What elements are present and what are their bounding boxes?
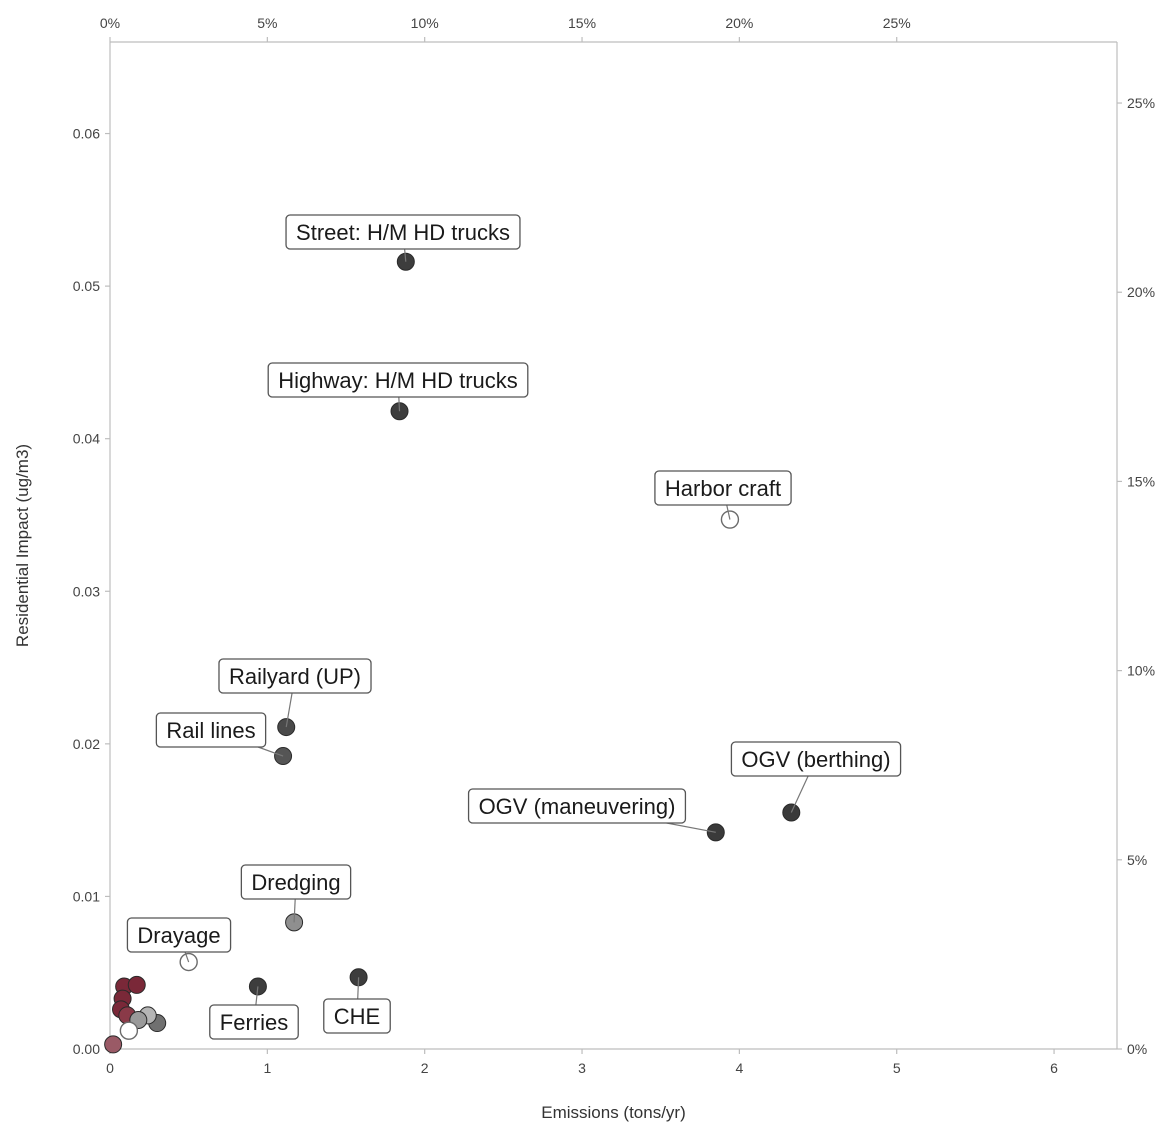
callout-leader-line: [255, 986, 259, 1006]
callout-leader-line: [285, 692, 293, 728]
top-percent-tick-label: 0%: [100, 15, 120, 31]
callout-box: [240, 864, 352, 900]
y-tick-label: 0.02: [73, 736, 100, 752]
callout-box: [155, 712, 267, 748]
x-tick-label: 2: [421, 1060, 429, 1076]
x-tick-label: 4: [735, 1060, 743, 1076]
point-label: Railyard (UP): [229, 664, 361, 689]
point-callout: OGV (berthing): [730, 741, 902, 813]
callout-leader-line: [184, 951, 190, 963]
point-callout: CHE: [323, 977, 391, 1034]
x-tick-label: 0: [106, 1060, 114, 1076]
callout-box: [267, 362, 529, 398]
callout-leader-line: [293, 898, 296, 923]
point-label: Drayage: [137, 923, 220, 948]
y-tick-label: 0.04: [73, 431, 100, 447]
callout-box: [209, 1004, 299, 1040]
point-callout: Drayage: [126, 917, 232, 963]
right-percent-tick-label: 10%: [1127, 663, 1155, 679]
data-point: [104, 1035, 123, 1054]
point-callout: Dredging: [240, 864, 352, 923]
top-percent-tick-label: 5%: [257, 15, 277, 31]
callout-box: [467, 788, 687, 824]
point-label: Harbor craft: [665, 476, 781, 501]
callout-box: [285, 214, 521, 250]
x-axis-title: Emissions (tons/yr): [541, 1103, 686, 1122]
right-percent-tick-label: 25%: [1127, 95, 1155, 111]
point-callout: Harbor craft: [654, 470, 792, 520]
callout-leader-line: [357, 977, 360, 1000]
y-tick-label: 0.00: [73, 1041, 100, 1057]
point-label: Dredging: [251, 870, 340, 895]
x-tick-label: 1: [263, 1060, 271, 1076]
point-callout: Highway: H/M HD trucks: [267, 362, 529, 412]
x-tick-label: 3: [578, 1060, 586, 1076]
callout-leader-line: [790, 775, 809, 813]
top-percent-tick-label: 25%: [883, 15, 911, 31]
point-label: Rail lines: [166, 718, 255, 743]
callout-box: [218, 658, 372, 694]
y-tick-label: 0.05: [73, 278, 100, 294]
point-label: Highway: H/M HD trucks: [278, 368, 518, 393]
x-tick-label: 5: [893, 1060, 901, 1076]
callout-box: [654, 470, 792, 506]
top-percent-tick-label: 10%: [411, 15, 439, 31]
callout-leader-line: [398, 396, 401, 412]
point-callout: Ferries: [209, 986, 299, 1040]
point-label: Ferries: [220, 1010, 288, 1035]
y-tick-label: 0.06: [73, 126, 100, 142]
point-label: CHE: [334, 1004, 380, 1029]
callout-box: [730, 741, 902, 777]
callout-leader-line: [404, 248, 407, 262]
point-callout: Rail lines: [155, 712, 284, 757]
top-percent-tick-label: 20%: [725, 15, 753, 31]
point-label: Street: H/M HD trucks: [296, 220, 510, 245]
y-tick-label: 0.03: [73, 583, 100, 599]
axes-layer: 0 1 2 3 4 5 6 0.00 0.01 0.02 0.03 0.04 0.05 0.06 0% 5% 1…: [73, 15, 1155, 1076]
x-tick-label: 6: [1050, 1060, 1058, 1076]
point-callout: Street: H/M HD trucks: [285, 214, 521, 262]
point-label: OGV (maneuvering): [479, 794, 676, 819]
callout-leader-line: [726, 504, 731, 520]
point-label: OGV (berthing): [741, 747, 890, 772]
y-axis-title: Residential Impact (ug/m3): [13, 444, 32, 647]
right-percent-tick-label: 15%: [1127, 473, 1155, 489]
callout-box: [323, 998, 391, 1034]
y-tick-label: 0.01: [73, 888, 100, 904]
right-percent-tick-label: 0%: [1127, 1041, 1147, 1057]
labels-layer: Street: H/M HD trucks Highway: H/M HD tru…: [126, 214, 902, 1040]
callout-leader-line: [666, 822, 716, 833]
right-percent-tick-label: 20%: [1127, 284, 1155, 300]
point-callout: Railyard (UP): [218, 658, 372, 728]
data-point: [127, 975, 146, 994]
data-point: [119, 1021, 139, 1040]
top-percent-tick-label: 15%: [568, 15, 596, 31]
callout-box: [126, 917, 232, 953]
right-percent-tick-label: 5%: [1127, 852, 1147, 868]
callout-leader-line: [257, 746, 284, 757]
point-callout: OGV (maneuvering): [467, 788, 716, 833]
